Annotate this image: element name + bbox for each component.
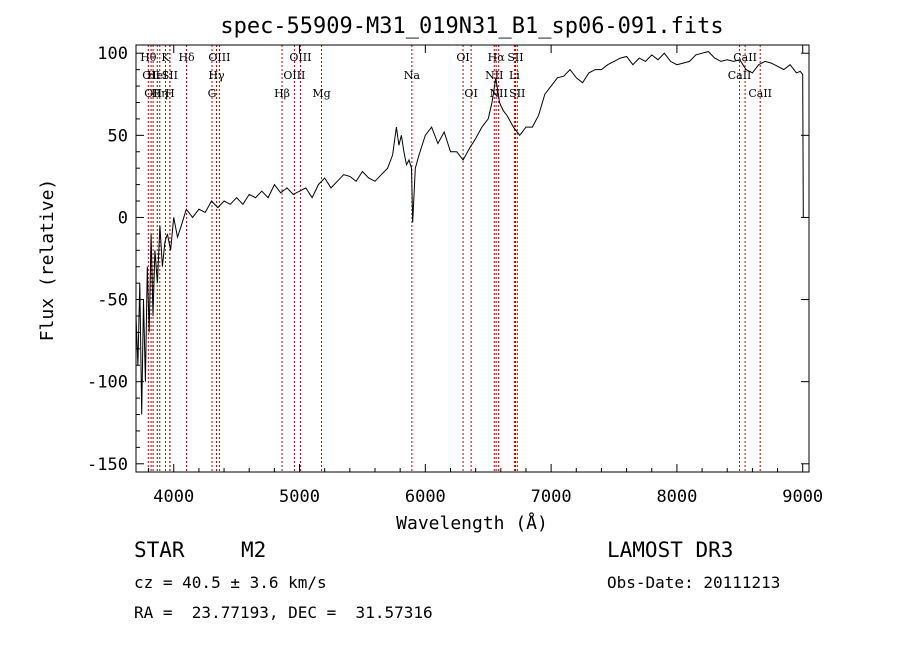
spectral-line-label: OIII <box>208 51 230 64</box>
spectral-line-label: OI <box>456 51 469 64</box>
x-tick-label: 7000 <box>531 487 572 507</box>
y-tick-label: -150 <box>87 455 128 475</box>
spectral-line-label: Hα <box>488 51 506 64</box>
spectral-line-label: Hη <box>152 87 168 100</box>
ra-dec-coordinates: RA = 23.77193, DEC = 31.57316 <box>134 603 433 622</box>
spectral-line-label: OII <box>144 87 162 100</box>
chart-title: spec-55909-M31_019N31_B1_sp06-091.fits <box>220 14 723 39</box>
x-tick-label: 8000 <box>656 487 697 507</box>
spectral-line-label: CaII <box>748 87 772 100</box>
y-tick-label: 0 <box>118 208 128 228</box>
spectral-line-label: Li <box>509 69 520 82</box>
spectral-line-label: SII <box>162 69 178 82</box>
spectral-line-label: SII <box>507 51 523 64</box>
star-subclass: M2 <box>241 538 267 562</box>
spectral-line-label: Mg <box>312 87 330 100</box>
observation-date: Obs-Date: 20111213 <box>607 573 781 592</box>
spectral-line-label: NII <box>490 87 508 100</box>
y-tick-label: 100 <box>97 44 128 64</box>
x-tick-label: 9000 <box>782 487 823 507</box>
spectral-line-label: OIII <box>289 51 311 64</box>
spectral-line-label: CaII <box>728 69 752 82</box>
spectral-line-label: Na <box>404 69 421 82</box>
spectrum-series-line <box>135 51 804 415</box>
spectral-line-label: Hβ <box>274 87 290 100</box>
spectral-line-label: OII <box>142 69 160 82</box>
spectral-line-label: NII <box>485 69 503 82</box>
x-axis-label: Wavelength (Å) <box>396 512 548 534</box>
spectral-line-label: H <box>165 87 175 100</box>
star-class: STAR <box>134 538 185 562</box>
x-tick-label: 4000 <box>153 487 194 507</box>
spectral-line-label: G <box>208 87 217 100</box>
spectral-line-label: OI <box>464 87 477 100</box>
spectral-line-label: Hδ <box>178 51 195 64</box>
y-tick-label: -100 <box>87 373 128 393</box>
plot-frame <box>135 44 810 473</box>
y-axis-label: Flux (relative) <box>37 179 58 342</box>
x-tick-label: 5000 <box>279 487 320 507</box>
spectral-line-label: K <box>161 51 170 64</box>
y-tick-label: 50 <box>108 126 128 146</box>
spectral-line-label: SII <box>509 87 525 100</box>
spectral-line-label: Hθ <box>140 51 157 64</box>
spectral-line-label: HeI <box>147 69 167 82</box>
x-tick-label: 6000 <box>405 487 446 507</box>
spectral-line-label: OIII <box>283 69 305 82</box>
spectral-line-label: Hγ <box>208 69 225 82</box>
survey-name: LAMOST DR3 <box>607 538 734 562</box>
y-tick-label: -50 <box>97 291 128 311</box>
redshift-cz: cz = 40.5 ± 3.6 km/s <box>134 573 327 592</box>
spectral-line-label: CaII <box>733 51 757 64</box>
